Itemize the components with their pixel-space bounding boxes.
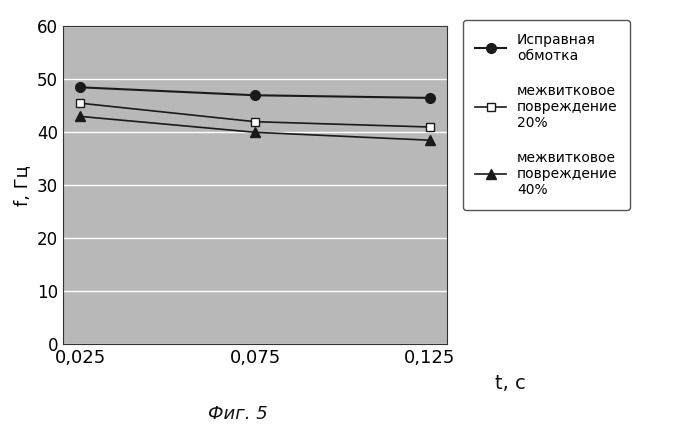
Исправная
обмотка xyxy=(251,93,259,98)
Line: межвитковое
повреждение
20%: межвитковое повреждение 20% xyxy=(76,99,434,131)
межвитковое
повреждение
20% xyxy=(426,124,434,130)
Исправная
обмотка xyxy=(426,95,434,101)
межвитковое
повреждение
20% xyxy=(251,119,259,124)
Text: Фиг. 5: Фиг. 5 xyxy=(208,405,268,423)
межвитковое
повреждение
20% xyxy=(76,101,85,106)
межвитковое
повреждение
40% xyxy=(426,138,434,143)
межвитковое
повреждение
40% xyxy=(76,114,85,119)
Legend: Исправная
обмотка, межвитковое
повреждение
20%, межвитковое
повреждение
40%: Исправная обмотка, межвитковое поврежден… xyxy=(463,20,630,210)
Исправная
обмотка xyxy=(76,85,85,90)
Text: t, c: t, c xyxy=(495,374,526,393)
Y-axis label: f, Гц: f, Гц xyxy=(13,165,31,206)
межвитковое
повреждение
40% xyxy=(251,130,259,135)
Line: Исправная
обмотка: Исправная обмотка xyxy=(75,82,435,103)
Line: межвитковое
повреждение
40%: межвитковое повреждение 40% xyxy=(75,112,435,145)
